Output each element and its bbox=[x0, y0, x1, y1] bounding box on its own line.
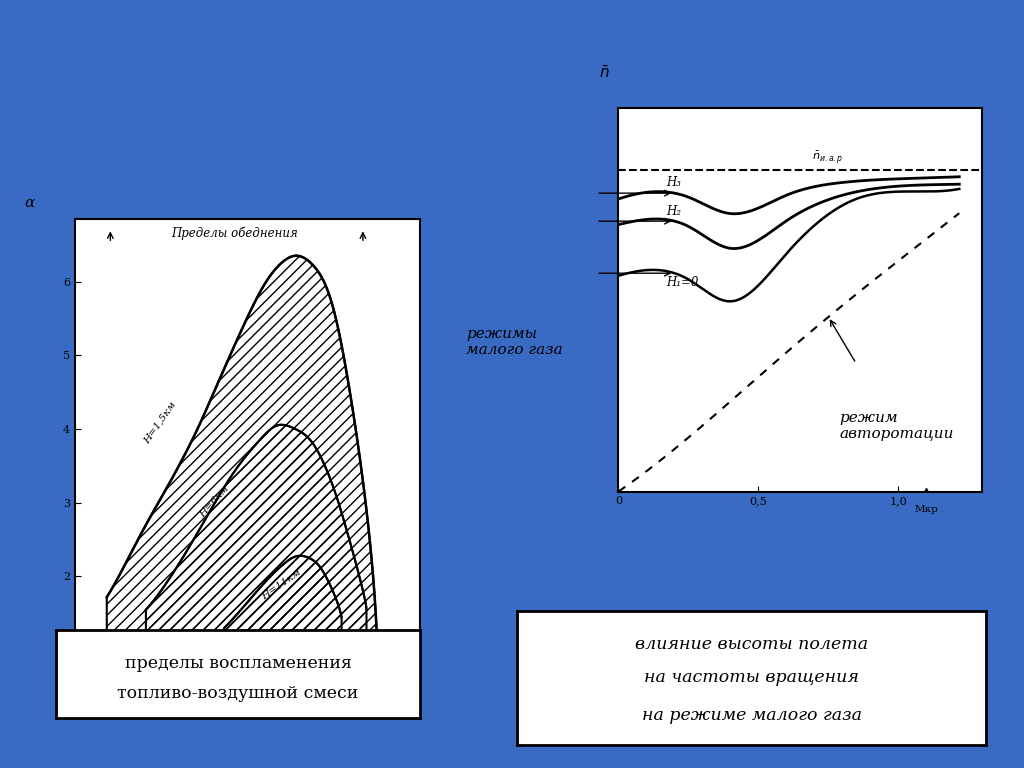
Text: $\bar{n}$: $\bar{n}$ bbox=[599, 65, 609, 81]
Text: режимы
малого газа: режимы малого газа bbox=[466, 326, 562, 357]
Text: Пределы обогащения: Пределы обогащения bbox=[167, 660, 303, 673]
Text: $\bar{n}_{и.а.р}$: $\bar{n}_{и.а.р}$ bbox=[812, 150, 844, 166]
Text: топливо-воздушной смеси: топливо-воздушной смеси bbox=[118, 685, 358, 702]
Text: H=11км: H=11км bbox=[260, 568, 302, 602]
Text: H₁=0: H₁=0 bbox=[666, 276, 698, 289]
Text: Мкр: Мкр bbox=[914, 505, 938, 514]
Text: H=1,5км: H=1,5км bbox=[142, 400, 178, 445]
Text: H=6км: H=6км bbox=[198, 485, 230, 519]
Text: Пределы обеднения: Пределы обеднения bbox=[171, 227, 298, 240]
Text: на частоты вращения: на частоты вращения bbox=[644, 669, 859, 687]
Text: Мп: Мп bbox=[395, 670, 414, 680]
Text: H₃: H₃ bbox=[666, 177, 681, 190]
Text: H₂: H₂ bbox=[666, 205, 681, 218]
Text: α: α bbox=[25, 196, 35, 210]
Text: режим
авторотации: режим авторотации bbox=[840, 411, 954, 442]
Text: на режиме малого газа: на режиме малого газа bbox=[642, 707, 861, 724]
Text: влияние высоты полета: влияние высоты полета bbox=[635, 636, 868, 653]
FancyBboxPatch shape bbox=[82, 662, 398, 678]
Text: пределы воспламенения: пределы воспламенения bbox=[125, 655, 351, 672]
